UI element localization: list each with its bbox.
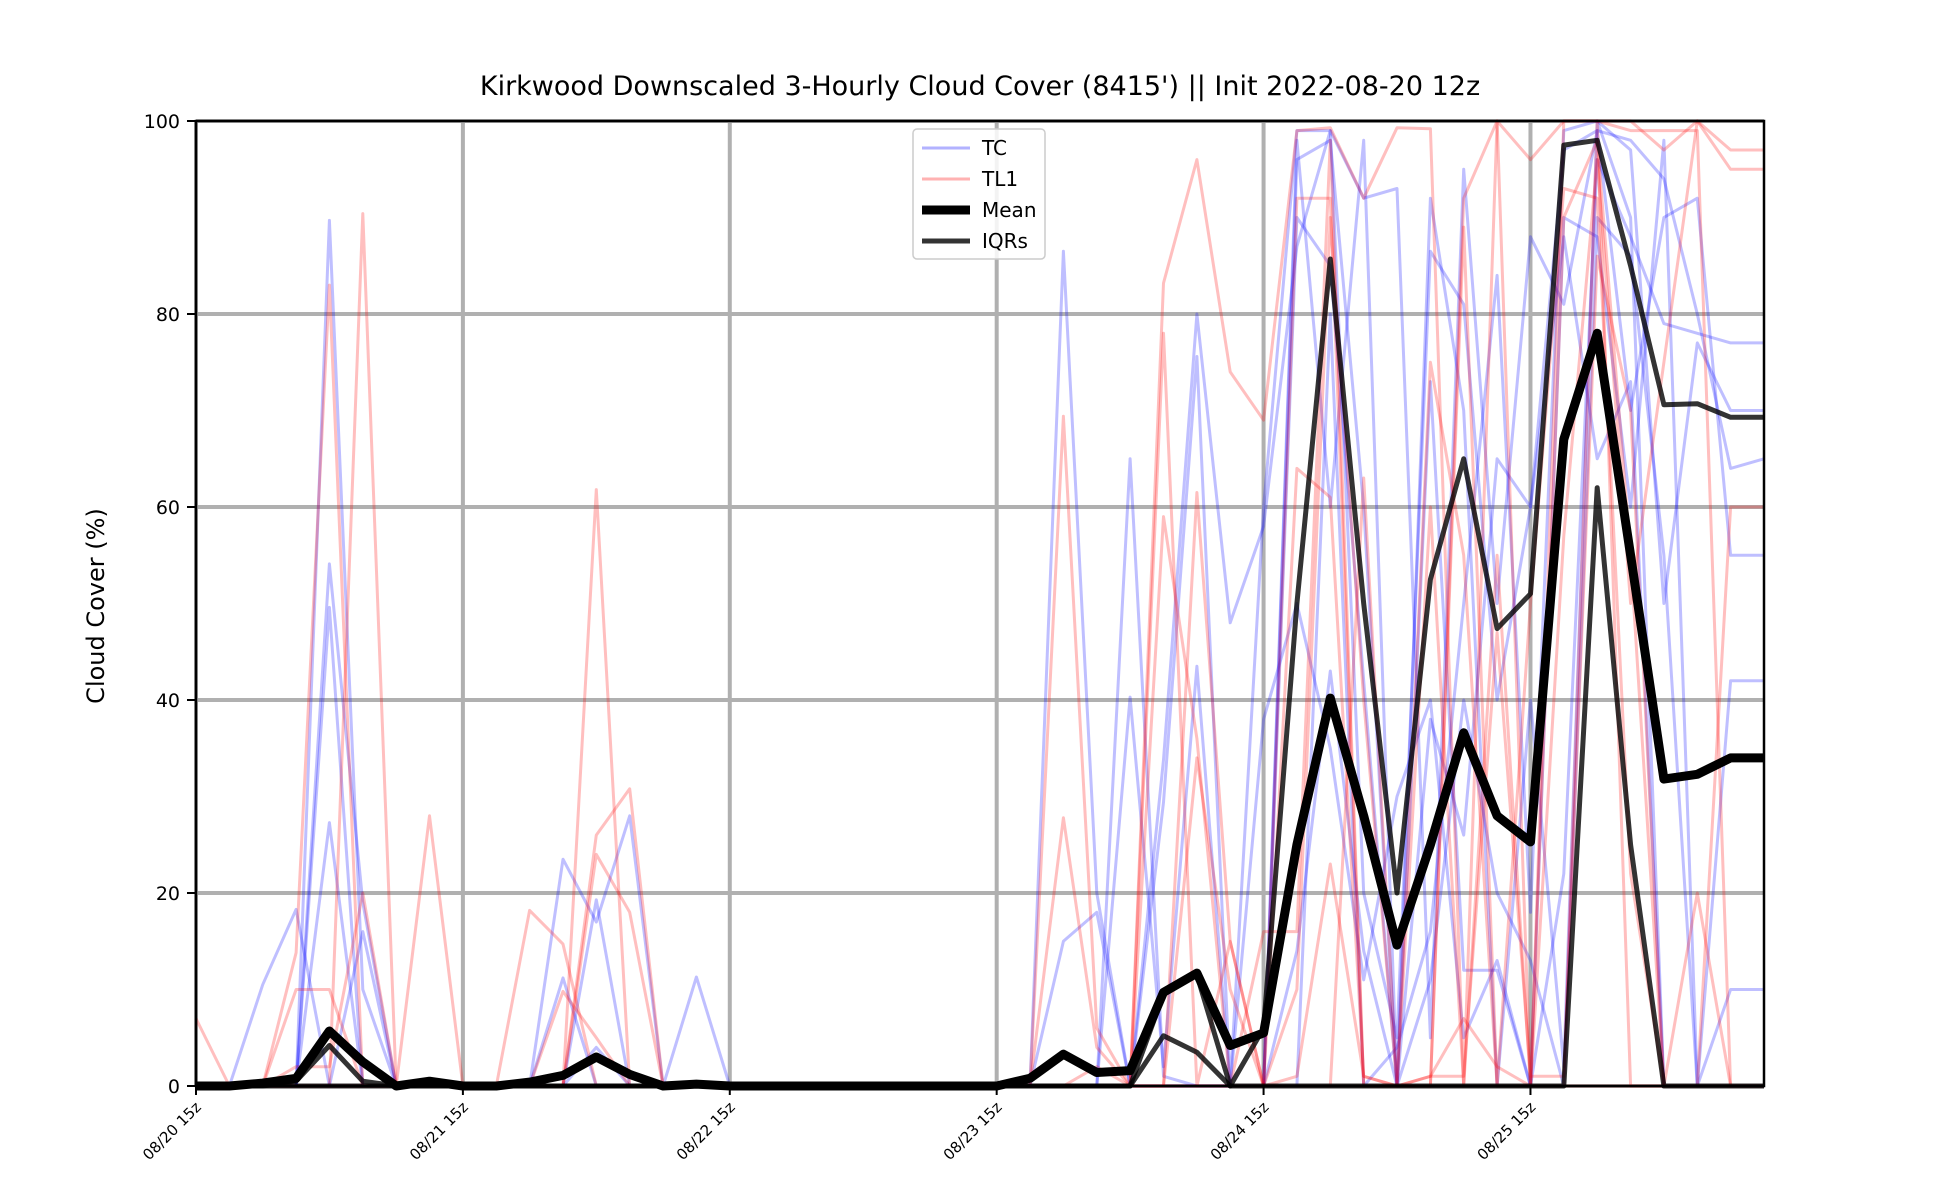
y-tick-label: 100	[144, 111, 180, 133]
x-tick-label: 08/23 15z	[940, 1098, 1006, 1164]
y-tick-label: 0	[168, 1076, 180, 1098]
y-axis-label: Cloud Cover (%)	[82, 508, 110, 704]
x-tick-label: 08/22 15z	[673, 1098, 739, 1164]
legend-label-tc: TC	[981, 136, 1007, 160]
legend-label-mean: Mean	[982, 198, 1037, 222]
x-tick-label: 08/24 15z	[1207, 1098, 1273, 1164]
x-axis-ticks: 08/20 15z 08/21 15z 08/22 15z 08/23 15z 08/2…	[139, 1086, 1539, 1164]
y-tick-label: 60	[156, 497, 180, 519]
y-axis-ticks: 0 20 40 60 80 100	[144, 111, 196, 1098]
y-tick-label: 40	[156, 690, 180, 712]
y-tick-label: 80	[156, 304, 180, 326]
x-tick-label: 08/25 15z	[1474, 1098, 1540, 1164]
x-tick-label: 08/20 15z	[139, 1098, 205, 1164]
legend: TC TL1 Mean IQRs	[912, 128, 1046, 260]
chart-title: Kirkwood Downscaled 3-Hourly Cloud Cover…	[480, 71, 1480, 102]
plot-frame	[194, 119, 1766, 1088]
legend-label-tl1: TL1	[981, 167, 1018, 191]
legend-box	[912, 128, 1046, 260]
y-tick-label: 20	[156, 883, 180, 905]
legend-label-iqrs: IQRs	[982, 229, 1028, 253]
x-tick-label: 08/21 15z	[406, 1098, 472, 1164]
